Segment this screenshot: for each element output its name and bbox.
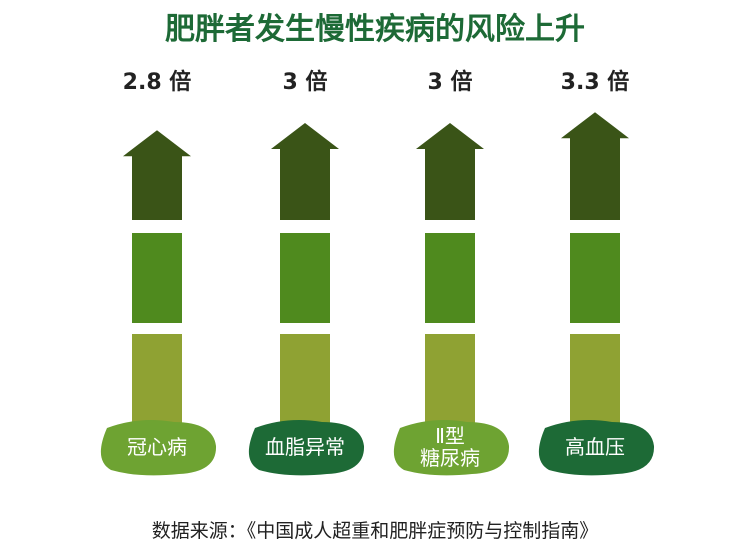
arrow	[561, 112, 629, 220]
label-blob	[248, 420, 365, 476]
label-blob	[393, 420, 510, 476]
arrow-segment-low	[280, 334, 330, 430]
arrow-segment-mid	[425, 233, 475, 323]
arrow-segment-mid	[132, 233, 182, 323]
category-label: Ⅱ型 糖尿病	[420, 424, 480, 470]
value-label: 2.8 倍	[122, 70, 192, 95]
label-blob	[100, 420, 217, 476]
value-label: 3 倍	[282, 70, 328, 95]
category-label: 冠心病	[127, 435, 187, 459]
arrow-segment-low	[425, 334, 475, 430]
arrow	[416, 123, 484, 220]
chart-title: 肥胖者发生慢性疾病的风险上升	[165, 12, 585, 47]
value-label: 3.3 倍	[560, 70, 630, 95]
arrow-segment-low	[132, 334, 182, 430]
arrow	[123, 130, 191, 220]
value-label: 3 倍	[427, 70, 473, 95]
arrow-segment-low	[570, 334, 620, 430]
category-label: 血脂异常	[265, 435, 345, 459]
arrow-segment-mid	[570, 233, 620, 323]
category-label: 高血压	[565, 435, 625, 459]
arrow-segment-mid	[280, 233, 330, 323]
label-blob	[538, 420, 655, 476]
source-note: 数据来源：《中国成人超重和肥胖症预防与控制指南》	[151, 520, 599, 542]
arrow	[271, 123, 339, 220]
